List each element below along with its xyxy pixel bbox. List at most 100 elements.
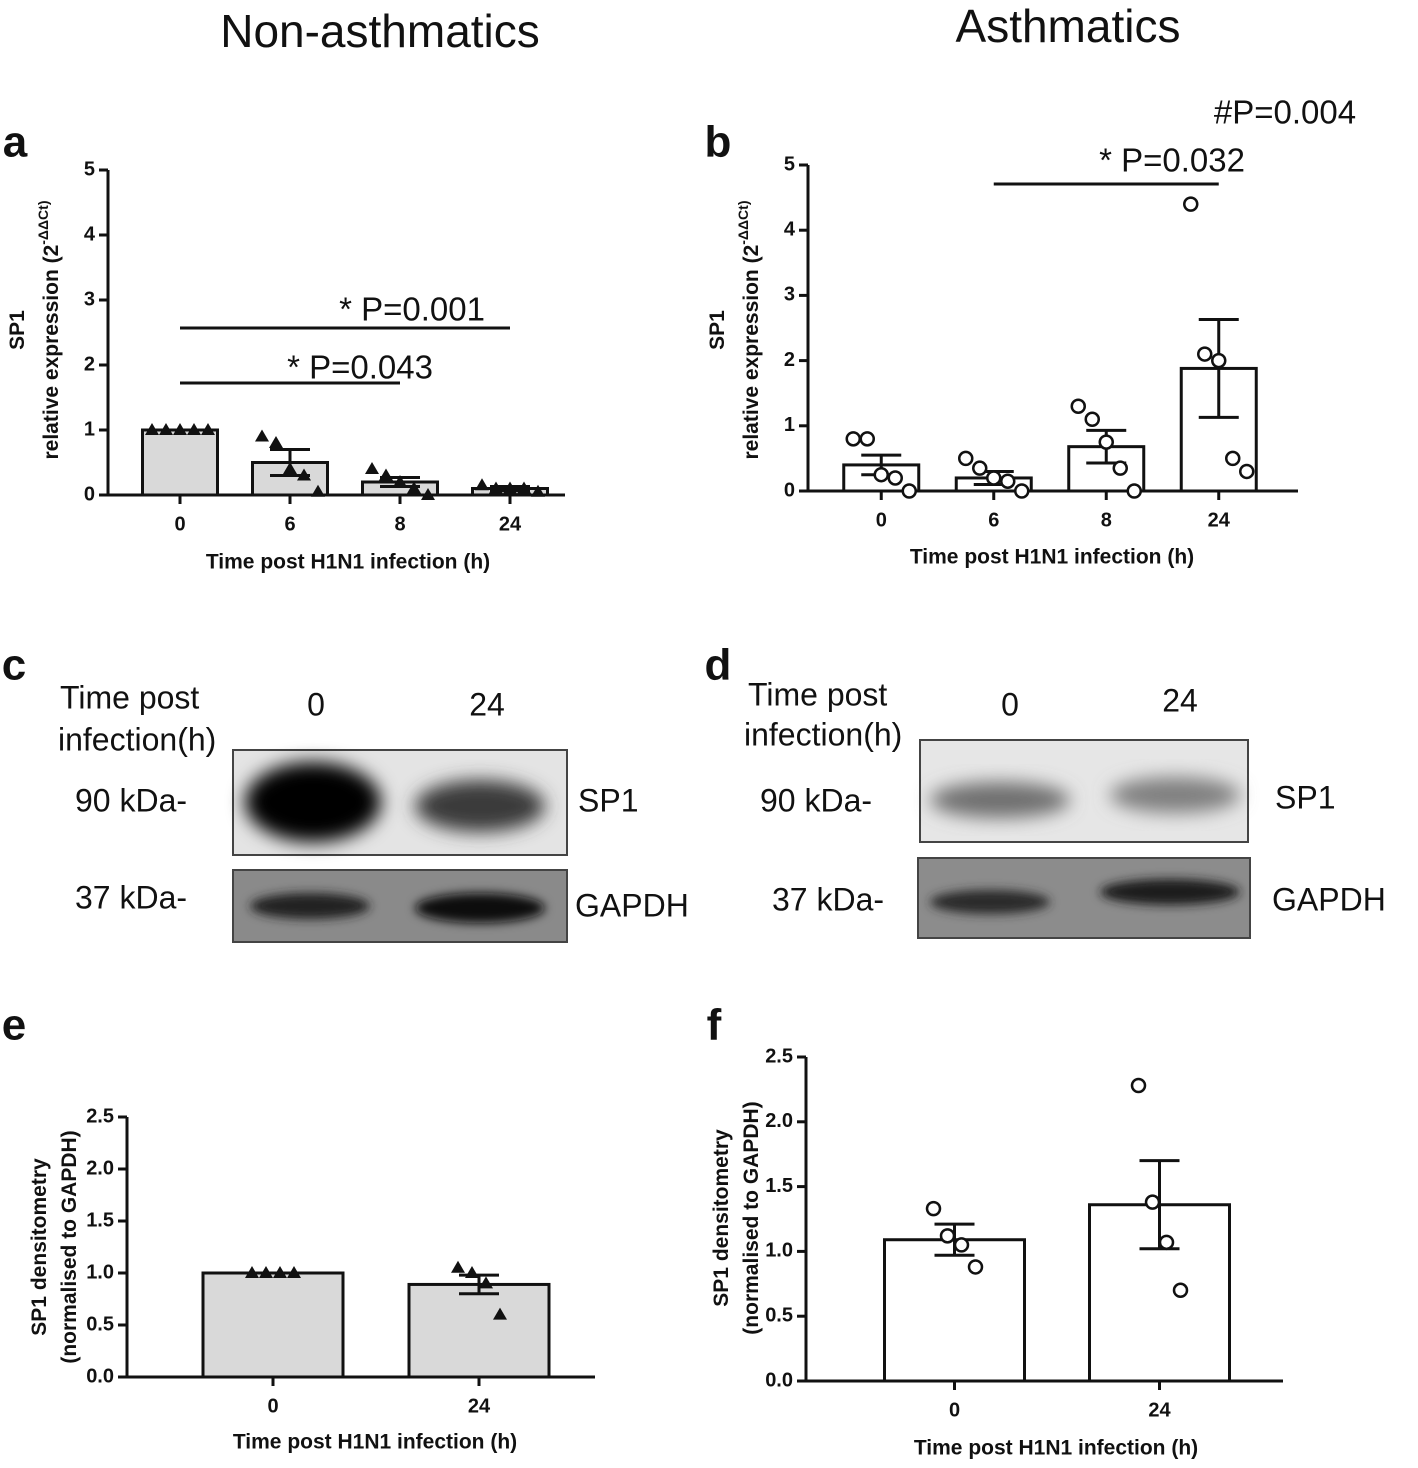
y-axis-label: relative expression (2-ΔΔCt) <box>35 200 63 459</box>
y-tick-label: 2.5 <box>86 1105 114 1127</box>
y-tick-label: 1.0 <box>765 1240 793 1262</box>
blot-size: 90 kDa- <box>75 782 187 818</box>
data-point <box>1239 463 1255 480</box>
panel-label: b <box>705 118 732 167</box>
x-tick-label: 24 <box>1148 1399 1171 1421</box>
data-point <box>475 478 489 491</box>
bar <box>883 1238 1026 1383</box>
data-point <box>503 481 517 494</box>
data-point <box>967 1259 984 1275</box>
data-point <box>887 470 903 486</box>
data-point <box>273 1266 287 1278</box>
x-axis-label: Time post H1N1 infection (h) <box>914 1437 1198 1460</box>
annotation: * P=0.001 <box>339 291 485 328</box>
y-tick-label: 0.5 <box>765 1304 793 1326</box>
data-point <box>1126 483 1142 499</box>
annotation: * P=0.032 <box>1099 142 1245 179</box>
y-tick-label: 5 <box>84 158 95 180</box>
y-tick-label: 4 <box>784 218 796 240</box>
y-tick-label: 0.0 <box>765 1369 793 1391</box>
y-tick-label: 2.5 <box>765 1045 793 1067</box>
blot-protein: GAPDH <box>575 887 689 923</box>
blot-protein: SP1 <box>1275 779 1335 815</box>
blot-band <box>930 890 1050 914</box>
y-axis-label-sup: -ΔΔCt) <box>35 200 51 244</box>
annotation: #P=0.004 <box>1214 94 1356 131</box>
y-axis-label-part: (normalised to GAPDH) <box>58 1130 81 1363</box>
x-tick-label: 0 <box>876 509 887 531</box>
x-tick-label: 24 <box>499 513 522 535</box>
blot-band <box>1110 777 1240 813</box>
blot-time-label: Time post <box>748 676 887 712</box>
header: Asthmatics <box>956 0 1181 52</box>
data-point <box>493 1307 507 1320</box>
error-bar <box>459 1273 499 1296</box>
blot-protein: GAPDH <box>1272 881 1386 917</box>
y-tick-label: 3 <box>784 284 795 306</box>
y-axis-label: (normalised to GAPDH) <box>58 1130 81 1363</box>
data-point <box>517 481 531 494</box>
data-point <box>1172 1282 1189 1299</box>
x-tick-label: 8 <box>394 513 405 535</box>
panel-label: d <box>705 641 732 690</box>
data-point <box>1098 434 1114 450</box>
panel-label: c <box>2 641 26 690</box>
data-point <box>873 466 889 483</box>
x-tick-label: 0 <box>949 1399 960 1421</box>
blot-lane: 24 <box>469 686 505 722</box>
y-axis-label: relative expression (2-ΔΔCt) <box>735 200 763 459</box>
bar <box>141 428 219 497</box>
data-point <box>311 484 325 497</box>
data-point <box>255 429 269 442</box>
bar <box>407 1282 551 1379</box>
x-axis-label: Time post H1N1 infection (h) <box>233 1431 517 1454</box>
data-point <box>365 462 379 474</box>
y-axis-label-part: SP1 <box>706 310 729 350</box>
data-point <box>1014 483 1030 499</box>
panel-label: a <box>3 118 28 167</box>
data-point <box>1211 352 1227 369</box>
data-point <box>1158 1234 1175 1251</box>
x-axis-label: Time post H1N1 infection (h) <box>910 546 1194 569</box>
data-point <box>901 483 917 499</box>
y-tick-label: 2 <box>784 349 795 371</box>
data-point <box>1112 460 1128 476</box>
data-point <box>1000 473 1016 489</box>
data-point <box>379 468 393 481</box>
error-bar <box>1198 318 1239 419</box>
error-bar <box>934 1222 975 1257</box>
data-point <box>986 470 1002 486</box>
data-point <box>489 481 503 494</box>
blot-band <box>415 893 545 923</box>
blot-panel: Time post infection(h) 0 24 90 kDa- 37 k… <box>58 679 689 943</box>
data-point <box>393 475 407 487</box>
data-point <box>1130 1077 1147 1094</box>
y-axis-label-part: (normalised to GAPDH) <box>740 1101 763 1334</box>
data-point <box>245 1266 259 1278</box>
panel-label: e <box>2 1001 26 1050</box>
y-axis-label-part: relative expression (2 <box>740 245 763 460</box>
data-point <box>859 431 875 447</box>
y-axis-label-sup: -ΔΔCt) <box>735 200 751 244</box>
blot-band <box>930 782 1070 818</box>
blot-panel: Time post infection(h) 0 24 90 kDa- 37 k… <box>744 676 1386 939</box>
y-tick-label: 1 <box>84 418 95 440</box>
data-point <box>1225 450 1241 467</box>
x-tick-label: 8 <box>1101 509 1112 531</box>
data-point <box>845 431 861 447</box>
x-tick-label: 0 <box>174 513 185 535</box>
y-tick-label: 0 <box>784 479 795 501</box>
annotation: * P=0.043 <box>287 349 433 386</box>
data-point <box>953 1237 970 1253</box>
y-axis-label: SP1 densitometry <box>710 1129 733 1307</box>
y-tick-label: 1 <box>784 414 795 436</box>
x-tick-label: 0 <box>267 1395 278 1417</box>
data-point <box>201 423 215 435</box>
y-axis-label-part: SP1 densitometry <box>28 1158 51 1336</box>
y-tick-label: 3 <box>84 288 95 310</box>
blot-protein: SP1 <box>578 782 638 818</box>
data-point <box>287 1266 301 1278</box>
y-tick-label: 1.5 <box>765 1175 793 1197</box>
data-point <box>297 468 311 481</box>
